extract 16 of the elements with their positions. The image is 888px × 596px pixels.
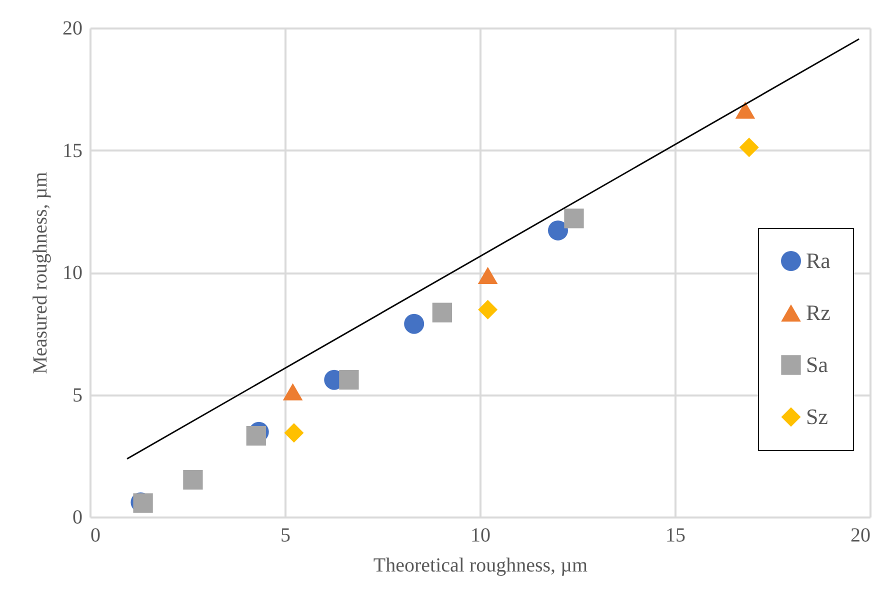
legend-label: Sz — [806, 404, 828, 429]
x-tick-label: 0 — [90, 524, 100, 546]
x-tick-label: 15 — [666, 524, 686, 546]
x-tick-label: 10 — [470, 524, 490, 546]
legend-label: Sa — [806, 352, 828, 377]
y-axis-title: Measured roughness, µm — [30, 172, 52, 374]
x-axis-title: Theoretical roughness, µm — [373, 554, 588, 576]
y-tick-label: 20 — [62, 18, 82, 40]
y-tick-label: 0 — [72, 506, 82, 528]
legend-label: Rz — [806, 300, 831, 325]
x-tick-label: 5 — [280, 524, 290, 546]
legend-label: Ra — [806, 248, 831, 273]
x-tick-label: 20 — [850, 524, 870, 546]
y-tick-label: 15 — [62, 140, 82, 162]
y-tick-label: 5 — [72, 384, 82, 406]
y-tick-label: 10 — [62, 262, 82, 284]
